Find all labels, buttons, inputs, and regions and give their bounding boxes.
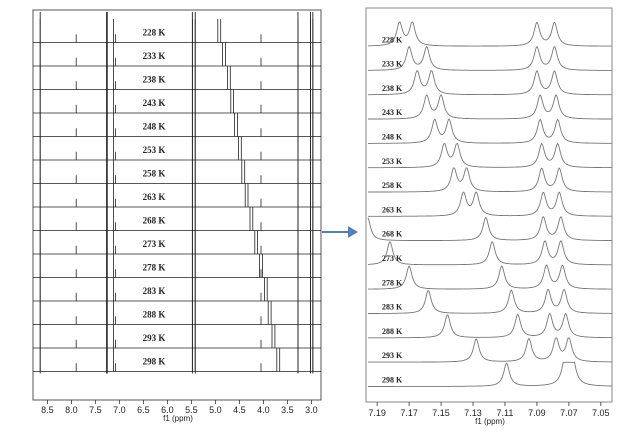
- left-x-tick-label: 6.0: [161, 405, 174, 415]
- left-x-tick-label: 3.5: [281, 405, 294, 415]
- left-x-tick-label: 7.0: [113, 405, 126, 415]
- right-spectrum-trace: [368, 94, 612, 120]
- left-x-tick-label: 5.5: [185, 405, 198, 415]
- left-plot-frame: [32, 9, 322, 401]
- right-spectrum-trace: [368, 70, 612, 96]
- right-x-tick-label: 7.19: [368, 408, 386, 418]
- right-x-tick-label: 7.17: [400, 408, 418, 418]
- left-spectrum-trace: [33, 66, 321, 90]
- left-temperature-label: 263 K: [143, 192, 166, 202]
- right-spectrum-trace: [368, 191, 612, 217]
- right-temperature-label: 263 K: [382, 205, 403, 214]
- right-spectrum-trace: [368, 45, 612, 71]
- left-x-tick-label: 8.0: [65, 405, 78, 415]
- right-temperature-label: 288 K: [382, 327, 403, 336]
- left-spectrum-trace: [33, 136, 321, 161]
- right-series-group: [367, 21, 612, 387]
- right-spectrum-trace: [368, 337, 612, 363]
- left-spectrum-trace: [33, 254, 321, 278]
- right-temperature-label: 243 K: [382, 108, 403, 117]
- left-x-tick-label: 5.0: [209, 405, 222, 415]
- left-spectrum-trace: [33, 301, 321, 325]
- right-temperature-label: 238 K: [382, 84, 403, 93]
- left-spectrum-trace: [33, 348, 321, 372]
- left-temperature-label: 243 K: [143, 98, 166, 108]
- right-spectrum-trace: [368, 288, 612, 314]
- right-temperature-label: 268 K: [382, 230, 403, 239]
- right-temperature-label: 258 K: [382, 181, 403, 190]
- left-spectrum-trace: [33, 113, 321, 137]
- right-spectrum-trace: [368, 361, 612, 387]
- left-spectrum-trace: [33, 277, 321, 302]
- left-x-tick-label: 6.5: [137, 405, 150, 415]
- right-x-tick-label: 7.07: [560, 408, 578, 418]
- arrow-head-icon: [348, 226, 358, 238]
- right-temperature-label: 228 K: [382, 35, 403, 44]
- left-temperature-label: 268 K: [143, 216, 166, 226]
- left-series-group: [33, 12, 321, 374]
- left-x-tick-label: 7.5: [89, 405, 102, 415]
- left-spectrum-trace: [33, 230, 321, 255]
- right-temperature-label: 253 K: [382, 157, 403, 166]
- left-x-tick-label: 4.0: [257, 405, 270, 415]
- left-temperature-label: 233 K: [143, 51, 166, 61]
- left-temperature-label: 228 K: [143, 28, 166, 38]
- left-x-axis-label: f1 (ppm): [163, 414, 193, 423]
- left-temperature-labels: 228 K 233 K 238 K 243 K 248 K 253 K 258 K 263 K…: [143, 28, 166, 367]
- left-spectrum-trace: [33, 160, 321, 184]
- right-spectrum-trace: [368, 240, 612, 266]
- right-spectrum-trace: [368, 167, 612, 193]
- right-temperature-label: 233 K: [382, 60, 403, 69]
- right-temperature-labels: 228 K 233 K 238 K 243 K 248 K 253 K 258 K 263 K…: [382, 35, 403, 384]
- left-x-tick-label: 8.5: [41, 405, 54, 415]
- left-temperature-label: 293 K: [143, 333, 166, 343]
- left-spectrum-trace: [33, 183, 321, 208]
- right-temperature-label: 273 K: [382, 254, 403, 263]
- right-spectrum-trace: [368, 118, 612, 144]
- left-temperature-label: 283 K: [143, 286, 166, 296]
- right-temperature-label: 293 K: [382, 351, 403, 360]
- left-spectrum-trace: [33, 324, 321, 349]
- left-temperature-label: 253 K: [143, 145, 166, 155]
- right-spectrum-trace: [368, 142, 612, 169]
- left-nmr-panel: 228 K 233 K 238 K 243 K 248 K 253 K 258 K 263 K…: [32, 9, 322, 423]
- right-temperature-label: 248 K: [382, 133, 403, 142]
- right-x-tick-label: 7.09: [528, 408, 546, 418]
- right-temperature-label: 278 K: [382, 278, 403, 287]
- right-nmr-panel: 228 K 233 K 238 K 243 K 248 K 253 K 258 K 263 K…: [365, 7, 613, 426]
- left-spectrum-trace: [33, 89, 321, 114]
- right-spectrum-trace: [368, 264, 612, 290]
- right-temperature-label: 283 K: [382, 303, 403, 312]
- right-temperature-label: 298 K: [382, 376, 403, 385]
- right-x-tick-label: 7.15: [432, 408, 450, 418]
- left-x-tick-label: 3.0: [305, 405, 318, 415]
- arrow: [322, 226, 358, 238]
- left-spectrum-trace: [33, 19, 321, 43]
- left-temperature-label: 238 K: [143, 75, 166, 85]
- left-temperature-label: 298 K: [143, 357, 166, 367]
- left-temperature-label: 288 K: [143, 310, 166, 320]
- right-plot-frame: [365, 7, 613, 403]
- left-spectrum-trace: [33, 207, 321, 231]
- left-spectrum-trace: [33, 42, 321, 67]
- right-x-axis: 7.19 7.17 7.15 7.13 7.11 7.09 7.07 7.05: [368, 402, 610, 418]
- right-spectrum-trace: [367, 216, 612, 241]
- left-x-tick-label: 4.5: [233, 405, 246, 415]
- right-x-tick-label: 7.05: [592, 408, 610, 418]
- left-x-axis: 8.5 8.0 7.5 7.0 6.5 6.0 5.5 5.0 4.5 4.0 3.5 3.0: [41, 400, 318, 415]
- left-temperature-label: 248 K: [143, 122, 166, 132]
- left-temperature-label: 258 K: [143, 169, 166, 179]
- right-spectrum-trace: [368, 313, 612, 339]
- left-temperature-label: 278 K: [143, 263, 166, 273]
- right-spectrum-trace: [367, 21, 612, 47]
- right-x-tick-label: 7.11: [497, 408, 514, 418]
- right-x-axis-label: f1 (ppm): [475, 417, 505, 426]
- right-x-tick-label: 7.13: [464, 408, 482, 418]
- left-temperature-label: 273 K: [143, 239, 166, 249]
